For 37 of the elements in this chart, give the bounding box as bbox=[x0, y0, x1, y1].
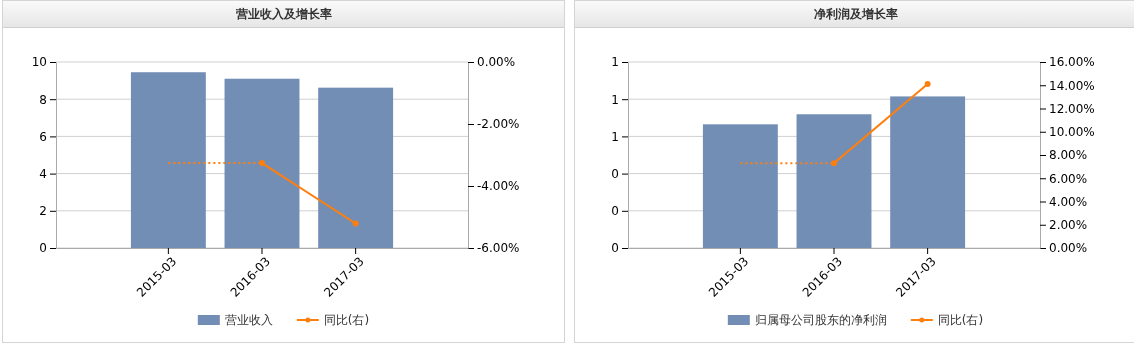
y2-tick-label: 0.00% bbox=[477, 55, 516, 70]
legend-label: 同比(右) bbox=[323, 313, 370, 327]
y2-tick-label: 16.00% bbox=[1049, 55, 1095, 70]
legend-label: 同比(右) bbox=[937, 313, 984, 327]
y-tick-label: 1 bbox=[611, 129, 619, 144]
bar bbox=[702, 124, 778, 248]
bar bbox=[130, 72, 206, 248]
chart-title: 净利润及增长率 bbox=[575, 1, 1134, 28]
y2-tick-label: -4.00% bbox=[477, 179, 520, 194]
y2-tick-label: 0.00% bbox=[1049, 241, 1088, 256]
y2-tick-label: 2.00% bbox=[1049, 218, 1088, 233]
y-tick-label: 10 bbox=[31, 55, 47, 70]
y-tick-label: 1 bbox=[611, 55, 619, 70]
y2-tick-label: 12.00% bbox=[1049, 101, 1095, 116]
chart-title: 营业收入及增长率 bbox=[3, 1, 564, 28]
y-tick-label: 6 bbox=[39, 129, 47, 144]
bar bbox=[224, 78, 300, 248]
y-tick-label: 1 bbox=[611, 92, 619, 107]
bar bbox=[890, 96, 966, 248]
y2-tick-label: -2.00% bbox=[477, 117, 520, 132]
y-tick-label: 8 bbox=[39, 92, 47, 107]
y-tick-label: 0 bbox=[611, 166, 619, 181]
y2-tick-label: 4.00% bbox=[1049, 194, 1088, 209]
bar bbox=[796, 114, 872, 248]
y-tick-label: 0 bbox=[611, 204, 619, 219]
y2-tick-label: 10.00% bbox=[1049, 125, 1095, 140]
y-tick-label: 2 bbox=[39, 204, 47, 219]
legend-label: 归属母公司股东的净利润 bbox=[754, 313, 887, 327]
bar bbox=[318, 87, 394, 248]
y-tick-label: 0 bbox=[39, 241, 47, 256]
y-tick-label: 4 bbox=[39, 166, 47, 181]
y2-tick-label: 8.00% bbox=[1049, 148, 1088, 163]
y-tick-label: 0 bbox=[611, 241, 619, 256]
y2-tick-label: 14.00% bbox=[1049, 78, 1095, 93]
legend-label: 营业收入 bbox=[224, 313, 273, 327]
y2-tick-label: 6.00% bbox=[1049, 171, 1088, 186]
y2-tick-label: -6.00% bbox=[477, 241, 520, 256]
